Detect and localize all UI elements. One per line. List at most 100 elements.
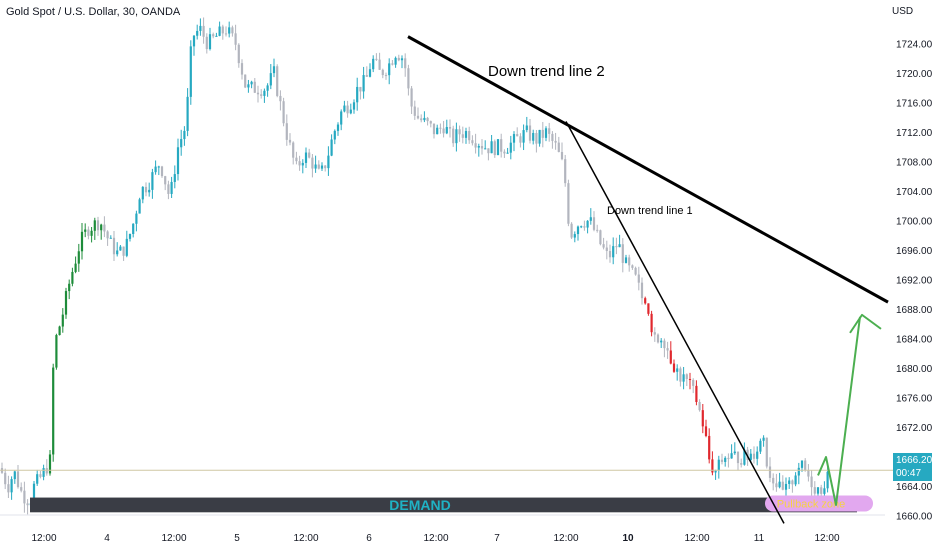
candle-body (39, 474, 42, 477)
candle (484, 140, 487, 150)
candle-body (141, 186, 144, 200)
y-tick-label: 1700.000 (896, 217, 932, 228)
candle-body (144, 186, 148, 193)
candle-body (276, 66, 279, 96)
x-tick-label: 11 (754, 533, 765, 544)
candle-body (384, 75, 388, 77)
candle (282, 97, 285, 127)
candle (333, 129, 336, 145)
candle (727, 453, 730, 468)
candle-body (583, 226, 586, 228)
candle-body (346, 105, 349, 114)
candle-body (48, 454, 52, 474)
candle (429, 120, 432, 128)
candle (330, 134, 333, 157)
candle (560, 142, 564, 161)
candle (205, 33, 208, 54)
candle-body (292, 142, 295, 158)
candle-body (160, 166, 164, 177)
candle (596, 224, 599, 233)
candle (768, 457, 772, 483)
candle-body (138, 199, 141, 214)
candle (343, 100, 346, 113)
candle (653, 327, 656, 342)
candle (784, 477, 788, 497)
candle (490, 134, 493, 154)
candle-body (324, 165, 327, 169)
candle (503, 149, 506, 158)
candle (432, 123, 436, 139)
candle (455, 122, 458, 152)
candle (480, 139, 484, 155)
candle (452, 125, 455, 147)
candle (247, 79, 250, 93)
candle-body (576, 226, 580, 235)
candle-body (288, 139, 292, 143)
candle-body (10, 479, 13, 493)
candle (407, 64, 410, 96)
candle-body (336, 124, 340, 131)
projection-arrow (817, 316, 861, 506)
candle-body (701, 410, 704, 427)
candle (93, 217, 96, 240)
candle (295, 151, 298, 165)
candle (592, 211, 596, 232)
candle (122, 246, 125, 261)
candle-body (452, 128, 455, 144)
candle-body (704, 426, 708, 436)
candle-body (260, 94, 263, 96)
candle (548, 122, 551, 142)
candle-body (471, 140, 474, 144)
candle (544, 126, 548, 142)
candle-body (612, 246, 615, 258)
candle (253, 78, 256, 94)
candle (80, 222, 84, 260)
candle-body (68, 283, 71, 292)
candle (183, 126, 186, 146)
candle-body (381, 69, 384, 76)
candle (340, 109, 343, 131)
candle (554, 132, 557, 150)
candle-body (455, 129, 458, 144)
candle-body (660, 340, 663, 343)
candle (720, 453, 724, 465)
candle (48, 449, 52, 476)
candle (391, 60, 394, 66)
candle (701, 403, 704, 434)
candle-body (823, 488, 826, 494)
y-tick-label: 1688.000 (896, 305, 932, 316)
candle-body (692, 379, 695, 386)
candle (752, 446, 756, 464)
candle (445, 119, 448, 135)
candle-body (32, 483, 36, 504)
candle (775, 473, 778, 492)
bar-countdown: 00:47 (896, 468, 922, 479)
candle (759, 438, 762, 454)
y-tick-label: 1696.000 (896, 246, 932, 257)
candle-body (727, 457, 730, 459)
candle (634, 266, 637, 276)
candle (276, 64, 279, 98)
candle (458, 125, 461, 142)
candle-body (813, 487, 816, 494)
candle-body (327, 155, 330, 169)
y-tick-label: 1684.000 (896, 335, 932, 346)
candle-body (740, 463, 743, 465)
candle-body (106, 231, 109, 239)
candle-body (640, 282, 644, 299)
candle (362, 66, 365, 99)
candle (426, 116, 429, 126)
candle-body (218, 26, 221, 36)
candle (679, 366, 682, 387)
candle (141, 186, 144, 204)
candle-body (42, 468, 45, 477)
candle-body (749, 453, 752, 460)
candle (128, 233, 132, 242)
candle (413, 100, 416, 120)
candle-body (103, 224, 106, 232)
candle-body (768, 466, 772, 478)
candle-body (650, 313, 653, 333)
candle (10, 476, 13, 500)
candle-body (301, 162, 304, 166)
candle (224, 26, 228, 37)
